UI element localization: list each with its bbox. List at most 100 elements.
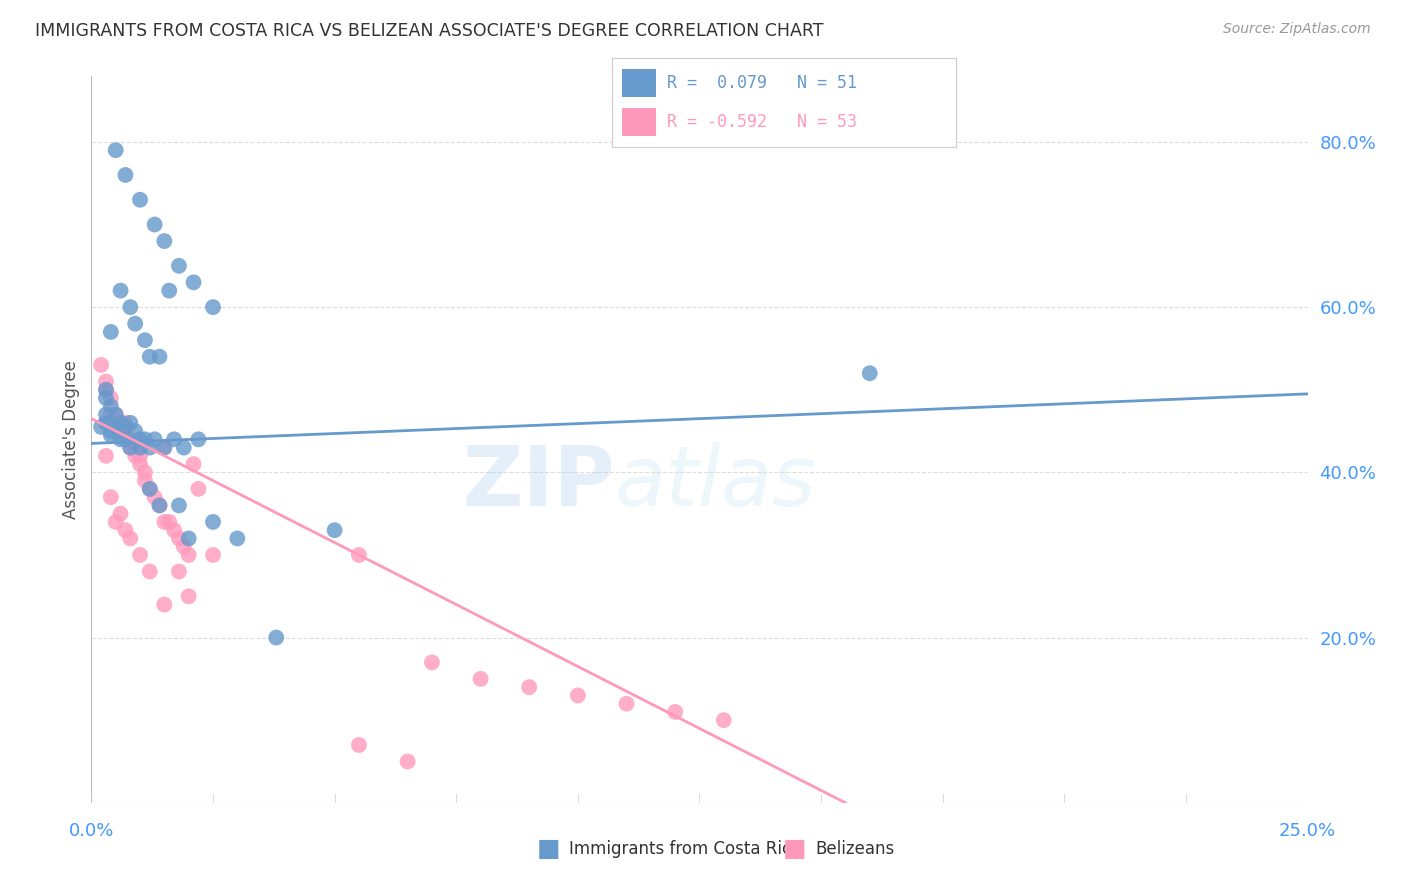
Point <box>114 424 136 438</box>
Point <box>100 399 122 413</box>
Point <box>167 532 190 546</box>
Point <box>124 424 146 438</box>
Point <box>110 433 132 447</box>
Point <box>124 441 146 455</box>
Point <box>396 755 419 769</box>
Point <box>157 284 180 298</box>
Point <box>90 358 112 372</box>
Point <box>420 656 443 670</box>
Point <box>114 416 136 430</box>
Point <box>129 449 152 463</box>
Point <box>129 193 152 207</box>
Point <box>139 482 162 496</box>
Point <box>120 300 142 314</box>
Text: ■: ■ <box>783 838 806 861</box>
Text: 0.0%: 0.0% <box>69 822 114 840</box>
Point <box>94 375 117 389</box>
Point <box>100 424 122 438</box>
Point <box>100 408 122 422</box>
Point <box>143 433 166 447</box>
Text: ZIP: ZIP <box>461 442 614 524</box>
Point <box>94 391 117 405</box>
Text: Belizeans: Belizeans <box>815 840 894 858</box>
Point <box>567 689 589 703</box>
Point <box>94 416 117 430</box>
Point <box>114 523 136 537</box>
Point <box>139 441 162 455</box>
Point <box>347 738 370 752</box>
Point <box>124 317 146 331</box>
Point <box>94 383 117 397</box>
Point <box>153 598 176 612</box>
Point <box>129 548 152 562</box>
Point <box>226 532 249 546</box>
Point <box>347 548 370 562</box>
Point <box>183 276 205 290</box>
Point <box>183 457 205 471</box>
FancyBboxPatch shape <box>621 108 657 136</box>
Point <box>143 490 166 504</box>
Point <box>177 548 200 562</box>
Point <box>470 672 492 686</box>
Point <box>100 325 122 339</box>
Text: Source: ZipAtlas.com: Source: ZipAtlas.com <box>1223 22 1371 37</box>
Point <box>517 680 540 694</box>
Point <box>143 218 166 232</box>
Point <box>110 507 132 521</box>
Point <box>124 449 146 463</box>
Text: IMMIGRANTS FROM COSTA RICA VS BELIZEAN ASSOCIATE'S DEGREE CORRELATION CHART: IMMIGRANTS FROM COSTA RICA VS BELIZEAN A… <box>35 22 824 40</box>
Point <box>139 482 162 496</box>
Point <box>120 441 142 455</box>
Point <box>110 284 132 298</box>
Point <box>157 515 180 529</box>
Text: R = -0.592   N = 53: R = -0.592 N = 53 <box>666 113 856 131</box>
Point <box>129 457 152 471</box>
Text: atlas: atlas <box>614 442 815 524</box>
Point <box>139 350 162 364</box>
Point <box>173 540 195 554</box>
Point <box>153 441 176 455</box>
Point <box>120 441 142 455</box>
Point <box>104 420 127 434</box>
Point <box>148 499 170 513</box>
Point <box>104 408 127 422</box>
Point <box>129 433 152 447</box>
Point <box>110 416 132 430</box>
Point <box>664 705 686 719</box>
Point <box>104 416 127 430</box>
Point <box>859 366 882 380</box>
Point <box>134 433 156 447</box>
Point <box>202 515 225 529</box>
Point <box>114 168 136 182</box>
Y-axis label: Associate's Degree: Associate's Degree <box>62 359 80 519</box>
Point <box>616 697 638 711</box>
Text: Immigrants from Costa Rica: Immigrants from Costa Rica <box>569 840 801 858</box>
Point <box>148 499 170 513</box>
Point <box>110 424 132 438</box>
Point <box>110 416 132 430</box>
Point <box>187 482 209 496</box>
Point <box>104 143 127 157</box>
Point <box>90 420 112 434</box>
Point <box>177 532 200 546</box>
Point <box>153 234 176 248</box>
Point <box>148 350 170 364</box>
Point <box>323 523 346 537</box>
Point <box>167 565 190 579</box>
Point <box>163 433 186 447</box>
Point <box>94 408 117 422</box>
Point <box>120 532 142 546</box>
Point <box>100 428 122 442</box>
Point <box>167 259 190 273</box>
Point <box>163 523 186 537</box>
Point <box>104 515 127 529</box>
Point <box>202 548 225 562</box>
Text: R =  0.079   N = 51: R = 0.079 N = 51 <box>666 74 856 92</box>
Point <box>153 515 176 529</box>
Point <box>104 408 127 422</box>
Point <box>100 391 122 405</box>
Point <box>120 416 142 430</box>
Text: 25.0%: 25.0% <box>1279 822 1336 840</box>
Point <box>114 433 136 447</box>
Point <box>129 441 152 455</box>
